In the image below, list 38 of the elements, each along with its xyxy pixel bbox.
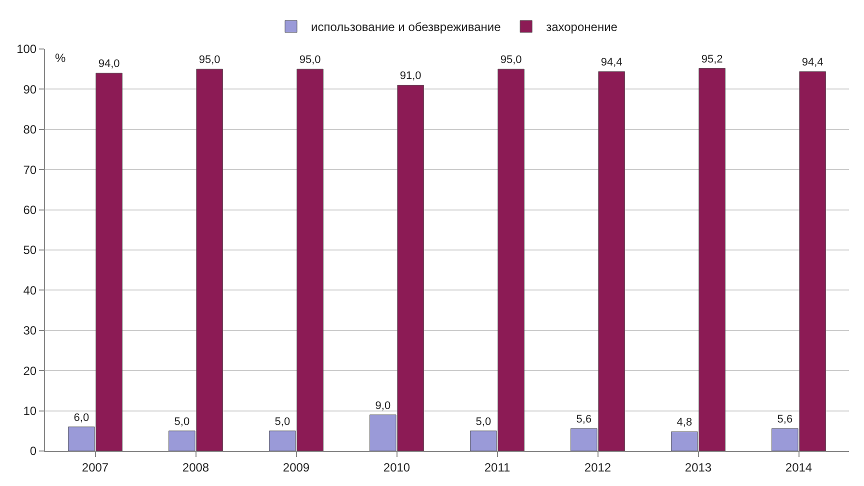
data-label: 9,0 [375, 400, 391, 412]
data-label: 4,8 [676, 416, 692, 429]
data-label: 94,0 [98, 58, 120, 70]
data-label: 5,6 [576, 413, 592, 426]
y-tick-label: 90 [23, 82, 37, 96]
x-tick-label: 2010 [383, 460, 410, 474]
y-tick-label: 80 [23, 122, 37, 137]
x-tick-label: 2008 [182, 460, 210, 474]
x-tick-label: 2012 [584, 460, 612, 474]
data-label: 91,0 [400, 70, 422, 82]
x-tick-label: 2014 [785, 460, 812, 474]
data-label: 95,0 [198, 54, 220, 66]
data-label: 6,0 [74, 412, 90, 424]
data-label: 95,2 [701, 53, 723, 66]
x-tick-label: 2007 [82, 460, 109, 474]
data-label: 95,0 [299, 54, 321, 66]
x-tick-label: 2013 [684, 460, 712, 474]
data-label: 5,0 [476, 416, 492, 428]
y-tick-label: 60 [23, 203, 37, 217]
y-tick-label: 10 [23, 404, 37, 418]
data-label: 94,4 [600, 56, 622, 69]
data-label: 5,0 [274, 416, 290, 428]
data-label: 94,4 [802, 56, 824, 69]
x-tick-label: 2011 [484, 460, 510, 474]
legend-label: использование и обезвреживание [311, 20, 502, 34]
y-tick-label: 70 [23, 162, 37, 177]
y-tick-label: 100 [16, 42, 37, 56]
data-label: 5,6 [777, 413, 793, 426]
y-tick-label: 0 [30, 444, 37, 458]
y-tick-label: 30 [23, 324, 37, 338]
data-label: 95,0 [500, 54, 522, 66]
data-label: 5,0 [174, 416, 190, 428]
y-tick-label: 40 [23, 283, 37, 298]
x-tick-label: 2009 [282, 460, 310, 474]
y-tick-label: 50 [23, 243, 37, 258]
legend-label: захоронение [546, 20, 618, 34]
y-tick-label: 20 [23, 364, 37, 378]
annotation: % [55, 51, 66, 65]
